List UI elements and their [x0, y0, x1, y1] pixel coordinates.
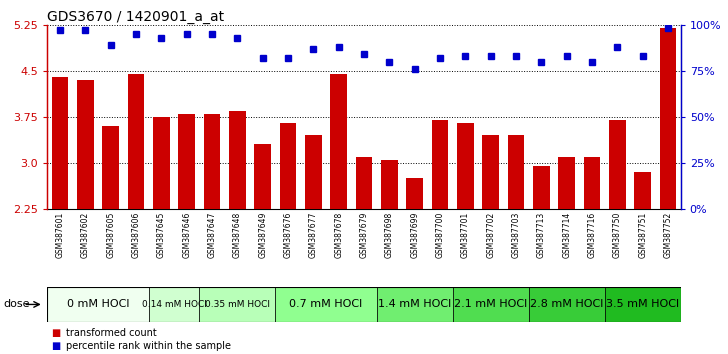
Bar	[280, 123, 296, 209]
Bar	[275, 287, 376, 322]
Bar	[605, 287, 681, 322]
Bar	[47, 287, 149, 322]
Bar	[127, 74, 144, 209]
Text: GDS3670 / 1420901_a_at: GDS3670 / 1420901_a_at	[47, 10, 224, 24]
Text: percentile rank within the sample: percentile rank within the sample	[66, 341, 231, 351]
Bar	[507, 135, 524, 209]
Text: dose: dose	[4, 299, 30, 309]
Bar	[609, 120, 625, 209]
Bar	[529, 287, 605, 322]
Bar	[660, 28, 676, 209]
Bar	[229, 111, 245, 209]
Text: 2.1 mM HOCl: 2.1 mM HOCl	[454, 299, 527, 309]
Bar	[356, 157, 372, 209]
Text: transformed count: transformed count	[66, 328, 157, 338]
Bar	[305, 135, 322, 209]
Bar	[584, 157, 601, 209]
Bar	[204, 114, 221, 209]
Text: ■: ■	[51, 341, 60, 351]
Bar	[381, 160, 397, 209]
Bar	[457, 123, 474, 209]
Bar	[483, 135, 499, 209]
Text: 0.7 mM HOCl: 0.7 mM HOCl	[289, 299, 363, 309]
Text: 0 mM HOCl: 0 mM HOCl	[67, 299, 130, 309]
Text: 0.35 mM HOCl: 0.35 mM HOCl	[205, 300, 270, 309]
Bar	[103, 126, 119, 209]
Bar	[178, 114, 195, 209]
Bar	[52, 77, 68, 209]
Text: 3.5 mM HOCl: 3.5 mM HOCl	[606, 299, 679, 309]
Bar	[533, 166, 550, 209]
Bar	[558, 157, 575, 209]
Text: 2.8 mM HOCl: 2.8 mM HOCl	[530, 299, 604, 309]
Bar	[149, 287, 199, 322]
Bar	[254, 144, 271, 209]
Bar	[634, 172, 651, 209]
Bar	[331, 74, 347, 209]
Bar	[432, 120, 448, 209]
Bar	[376, 287, 453, 322]
Bar	[453, 287, 529, 322]
Text: ■: ■	[51, 328, 60, 338]
Bar	[77, 80, 94, 209]
Bar	[153, 117, 170, 209]
Text: 1.4 mM HOCl: 1.4 mM HOCl	[378, 299, 451, 309]
Bar	[199, 287, 275, 322]
Text: 0.14 mM HOCl: 0.14 mM HOCl	[141, 300, 207, 309]
Bar	[406, 178, 423, 209]
